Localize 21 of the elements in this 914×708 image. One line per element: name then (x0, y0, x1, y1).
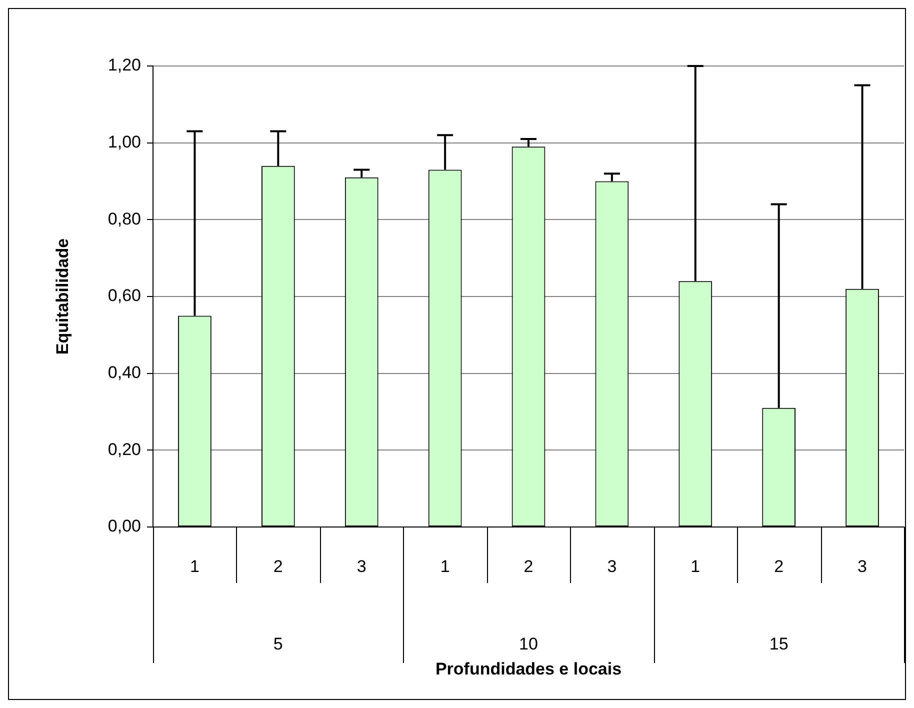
y-tick-label: 0,80 (108, 209, 141, 228)
x-tick-label: 2 (524, 556, 534, 576)
y-tick-label: 1,20 (108, 56, 141, 75)
x-tick-label: 1 (690, 556, 700, 576)
y-axis-title: Equitabilidade (52, 238, 72, 355)
text: 5 (273, 634, 283, 654)
x-tick-label: 3 (356, 556, 366, 576)
y-tick-label: 0,60 (108, 286, 141, 306)
y-tick-label: 0,20 (108, 440, 141, 459)
x-tick-label: 3 (858, 556, 868, 576)
text: 15 (769, 634, 788, 654)
x-tick-label: 2 (774, 556, 784, 576)
x-tick-label: 1 (190, 556, 200, 576)
y-tick-label: 0,40 (108, 363, 141, 382)
x-axis-title: Profundidades e locais (435, 659, 622, 678)
text: 10 (519, 634, 538, 654)
x-tick-label: 1 (440, 556, 450, 576)
x-tick-label: 2 (273, 556, 283, 576)
x-tick-label: 3 (607, 556, 617, 576)
y-tick-label: 0,00 (108, 516, 141, 536)
y-tick-label: 1,00 (108, 132, 141, 152)
